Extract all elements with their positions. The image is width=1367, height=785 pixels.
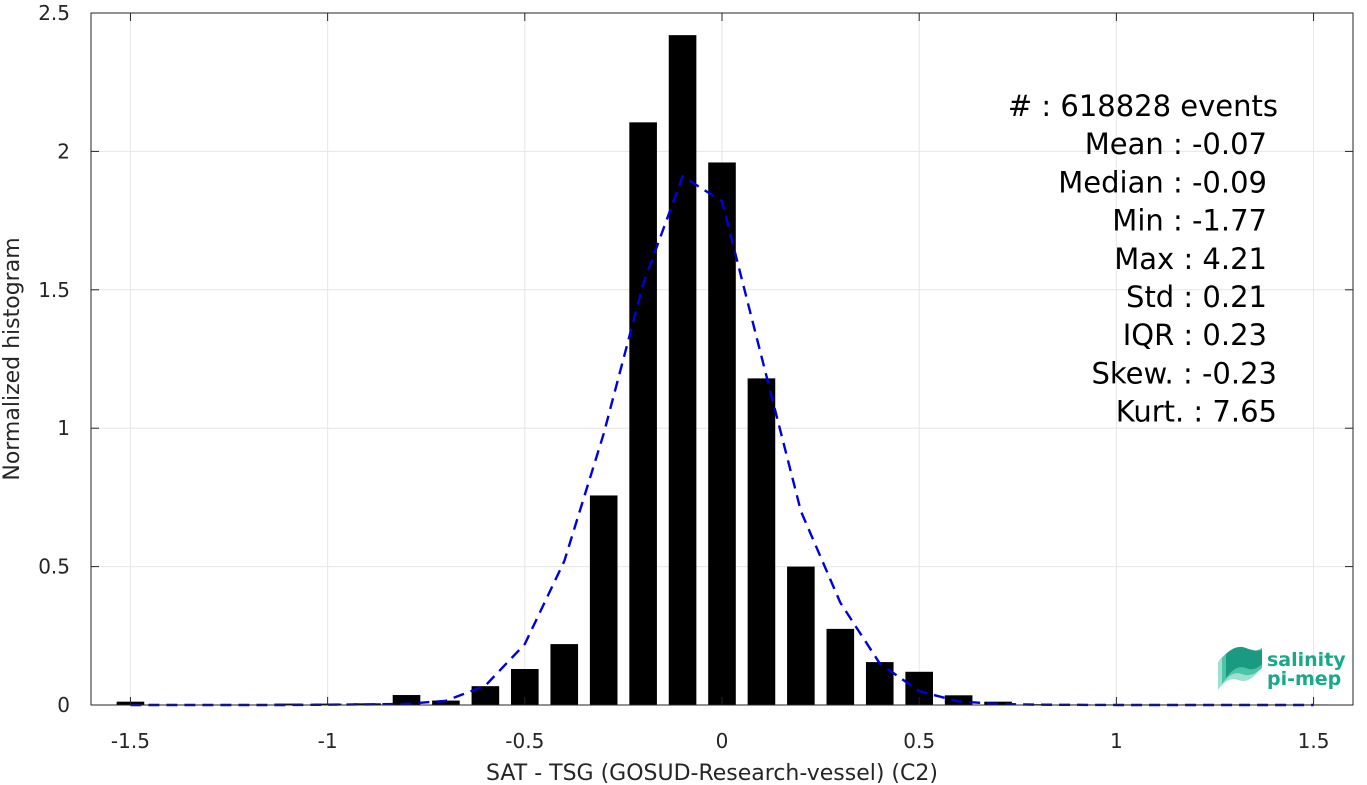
- y-tick-label: 2: [57, 139, 70, 163]
- logo-line-salinity: salinity: [1267, 649, 1346, 671]
- stats-annotations: # : 618828 events Mean : -0.07 Median : -0…: [1008, 89, 1278, 429]
- stat-line: Min : -1.77: [1112, 204, 1267, 238]
- stat-line: IQR : 0.23: [1123, 318, 1267, 352]
- fit-curve: [130, 174, 1314, 707]
- histogram-bar: [944, 695, 973, 705]
- wave-icon: [1218, 646, 1262, 690]
- histogram-bar: [471, 686, 500, 705]
- histogram-bar: [392, 695, 421, 705]
- x-tick-label: -0.5: [505, 729, 544, 753]
- x-tick-label: 0: [716, 729, 729, 753]
- y-axis-label: Normalized histogram: [0, 237, 25, 480]
- histogram-bar: [629, 122, 657, 705]
- x-tick-label: 1: [1110, 729, 1123, 753]
- stat-line: Skew. : -0.23: [1091, 356, 1277, 390]
- x-tick-label: -1: [318, 729, 338, 753]
- histogram-bar: [865, 662, 894, 705]
- y-tick-label: 1: [57, 416, 70, 440]
- histogram-bar: [432, 700, 460, 705]
- stat-line: # : 618828 events: [1008, 89, 1278, 123]
- histogram-bar: [747, 378, 776, 705]
- histogram-bars: [116, 35, 1328, 706]
- stat-line: Max : 4.21: [1114, 242, 1267, 276]
- x-axis-label: SAT - TSG (GOSUD-Research-vessel) (C2): [486, 761, 938, 785]
- x-axis-ticks: -1.5 -1 -0.5 0 0.5 1 1.5: [111, 13, 1330, 753]
- x-tick-label: -1.5: [111, 729, 150, 753]
- logo-line-pi-mep: pi-mep: [1267, 668, 1341, 690]
- histogram-bar: [787, 566, 815, 705]
- stat-line: Kurt. : 7.65: [1116, 395, 1277, 429]
- y-axis-ticks: 0 0.5 1 1.5 2 2.5: [38, 1, 1353, 717]
- x-tick-label: 1.5: [1298, 729, 1330, 753]
- y-tick-label: 0.5: [38, 555, 70, 579]
- x-tick-label: 0.5: [903, 729, 935, 753]
- histogram-bar: [550, 644, 579, 705]
- histogram-bar: [589, 495, 618, 705]
- histogram-bar: [274, 703, 302, 705]
- histogram-bar: [708, 162, 736, 706]
- stat-line: Std : 0.21: [1126, 280, 1267, 314]
- stat-line: Mean : -0.07: [1085, 127, 1267, 161]
- histogram-bar: [826, 628, 855, 705]
- salinity-pi-mep-logo: salinity pi-mep: [1218, 646, 1346, 690]
- y-tick-label: 1.5: [38, 278, 70, 302]
- stat-line: Median : -0.09: [1058, 165, 1267, 199]
- histogram-bar: [668, 35, 697, 706]
- y-tick-label: 0: [57, 693, 70, 717]
- y-tick-label: 2.5: [38, 1, 70, 25]
